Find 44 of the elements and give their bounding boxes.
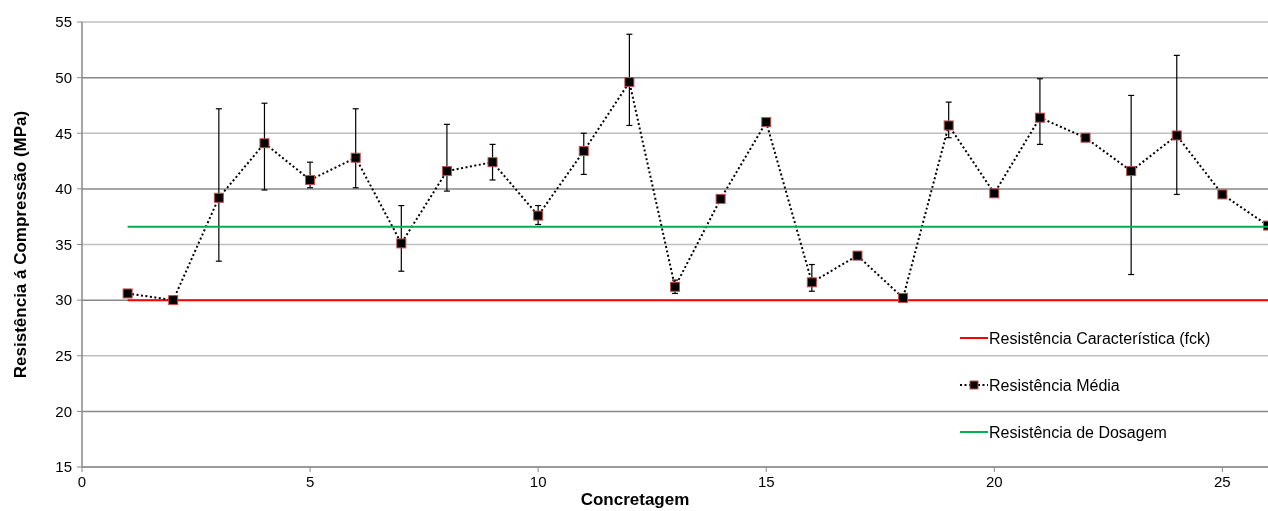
x-axis-title: Concretagem bbox=[580, 490, 690, 509]
point bbox=[533, 210, 544, 221]
y-tick-label: 45 bbox=[55, 124, 72, 142]
point bbox=[168, 295, 179, 306]
x-tick-label: 20 bbox=[985, 473, 1003, 490]
y-tick-label: 15 bbox=[55, 458, 72, 476]
point bbox=[578, 146, 589, 157]
y-tick-label: 55 bbox=[55, 13, 72, 31]
y-tick-label: 25 bbox=[55, 347, 72, 364]
x-tick-label: 0 bbox=[77, 473, 87, 490]
x-tick-label: 5 bbox=[305, 473, 315, 490]
y-tick-label: 35 bbox=[55, 235, 72, 253]
point bbox=[1171, 130, 1182, 141]
legend-label: Resistência Média bbox=[989, 376, 1120, 394]
y-tick-label: 30 bbox=[55, 291, 72, 309]
point bbox=[396, 238, 407, 249]
point bbox=[441, 166, 452, 177]
point bbox=[1080, 132, 1091, 143]
x-tick-label: 25 bbox=[1214, 473, 1231, 490]
point bbox=[1126, 166, 1137, 177]
point bbox=[943, 120, 954, 131]
point bbox=[806, 277, 817, 288]
point bbox=[1217, 189, 1228, 200]
point bbox=[852, 250, 863, 261]
point bbox=[1034, 112, 1045, 123]
x-tick-label: 15 bbox=[757, 473, 775, 490]
point bbox=[305, 174, 316, 185]
legend-label: Resistência de Dosagem bbox=[989, 423, 1167, 441]
point bbox=[715, 193, 726, 204]
y-axis-title: Resistência á Compressão (MPa) bbox=[11, 110, 30, 379]
point bbox=[122, 288, 133, 299]
point bbox=[213, 192, 224, 203]
point bbox=[487, 157, 498, 168]
point bbox=[259, 138, 270, 149]
x-tick-label: 10 bbox=[529, 473, 547, 490]
y-tick-label: 40 bbox=[55, 180, 72, 198]
point bbox=[898, 292, 909, 303]
point bbox=[350, 152, 361, 163]
y-tick-label: 20 bbox=[55, 402, 72, 420]
legend-label: Resistência Característica (fck) bbox=[989, 329, 1211, 347]
point bbox=[624, 77, 635, 88]
point bbox=[989, 188, 1000, 199]
y-tick-label: 50 bbox=[55, 68, 72, 86]
point bbox=[761, 117, 772, 128]
